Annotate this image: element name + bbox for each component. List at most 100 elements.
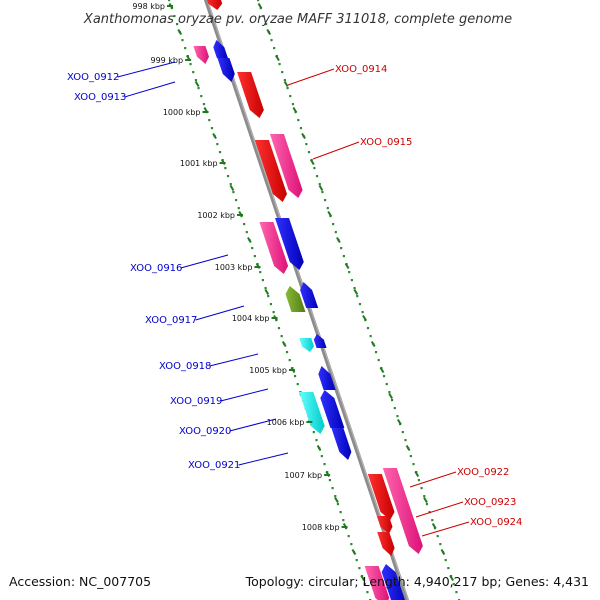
ruler-dot-left — [269, 303, 273, 306]
leader-line-left — [180, 254, 229, 269]
ruler-dot-right — [262, 15, 265, 18]
ruler-dot-right — [431, 519, 434, 522]
ruler-dot-right — [356, 295, 359, 298]
ruler-dot-left — [259, 271, 262, 274]
ruler-dot-right — [315, 175, 319, 178]
ruler-dot-left — [347, 535, 350, 538]
gene-features — [193, 0, 423, 600]
gene-label-left: XOO_0919 — [170, 396, 222, 407]
accession-text: Accession: NC_007705 — [9, 574, 152, 589]
ruler-dot-right — [321, 191, 324, 194]
ruler-tick-right — [388, 392, 394, 400]
ruler-dot-right — [396, 415, 399, 418]
ruler-label: 1006 kbp — [267, 418, 305, 427]
ruler-dot-right — [324, 199, 327, 202]
ruler-tick-right — [414, 470, 420, 478]
ruler-dot-right — [278, 63, 281, 66]
ruler-dot-left — [277, 327, 281, 330]
ruler-dot-right — [452, 583, 455, 586]
ruler-dot-right — [366, 327, 370, 330]
ruler-dot-left — [323, 463, 326, 466]
ruler-dot-left — [197, 87, 200, 90]
ruler-dot-left — [363, 583, 366, 586]
ruler-dot-left — [251, 247, 254, 250]
gene-label-left: XOO_0917 — [145, 315, 197, 326]
leader-line-right — [421, 521, 470, 537]
ruler-label: 1002 kbp — [197, 211, 235, 220]
ruler-dot-right — [286, 87, 289, 90]
ruler-dot-right — [353, 287, 356, 290]
ruler-dot-left — [173, 15, 176, 18]
ruler-tick-right — [405, 444, 411, 452]
gene-arrow-pink-forward — [364, 566, 390, 600]
gene-label-left: XOO_0912 — [67, 72, 119, 83]
ruler-tick-right — [257, 2, 263, 10]
gene-arrow-olive-reverse — [285, 286, 306, 312]
ruler-label: 1007 kbp — [284, 471, 322, 480]
gene-label-right: XOO_0914 — [335, 64, 387, 75]
leader-line-left — [238, 452, 289, 466]
ruler-dot-left — [232, 191, 235, 194]
ruler-tick-left — [212, 132, 217, 140]
ruler-dot-left — [285, 351, 289, 354]
ruler-tick-left — [264, 288, 270, 296]
leader-lines — [117, 61, 470, 537]
leader-line-left — [229, 418, 277, 432]
ruler-dot-left — [280, 335, 283, 338]
ruler-dot-right — [299, 127, 303, 130]
ruler-label: 1008 kbp — [302, 523, 340, 532]
ruler-tick-right — [266, 28, 272, 36]
gene-arrow-blue-reverse — [217, 58, 235, 82]
ruler-tick-right — [397, 418, 402, 426]
leader-line-left — [209, 353, 259, 367]
ruler-dot-right — [412, 463, 415, 466]
gene-arrow-red-forward — [237, 72, 264, 118]
ruler-dot-right — [291, 103, 295, 106]
ruler-tick-left — [351, 548, 357, 556]
ruler-dot-left — [339, 511, 342, 514]
gene-arrow-pink-forward — [259, 222, 289, 274]
ruler-dot-right — [447, 567, 450, 570]
gene-arrow-red-forward — [377, 532, 395, 556]
ruler-dot-right — [270, 39, 273, 42]
ruler-tick-left — [316, 444, 322, 452]
ruler-dot-left — [253, 255, 256, 258]
ruler-tick-right — [318, 184, 324, 192]
leader-line-left — [124, 81, 176, 98]
ruler-dot-left — [216, 143, 219, 146]
ruler-tick-right — [301, 132, 306, 140]
ruler-tick-right — [379, 366, 385, 374]
ruler-tick-right — [309, 158, 315, 166]
ruler-dot-right — [455, 591, 458, 594]
gene-arrow-blue-reverse — [320, 390, 345, 428]
ruler-dot-right — [340, 247, 343, 250]
ruler-dot-left — [261, 279, 264, 282]
ruler-dot-left — [264, 287, 267, 290]
leader-line-right — [409, 471, 457, 488]
ruler-dot-left — [237, 207, 240, 210]
ruler-dot-right — [305, 143, 308, 146]
ruler-dot-left — [288, 359, 291, 362]
ruler-tick-right — [327, 210, 333, 218]
ruler-tick-left — [229, 184, 235, 192]
ruler-dot-left — [226, 175, 230, 178]
gene-label-left: XOO_0920 — [179, 426, 231, 437]
ruler-dot-left — [320, 455, 323, 458]
ruler-label: 1003 kbp — [215, 263, 253, 272]
ruler-dot-left — [218, 151, 222, 154]
ruler-dot-right — [273, 47, 276, 50]
ruler-dot-right — [409, 455, 412, 458]
ruler-dot-right — [391, 399, 394, 402]
ruler-tick-right — [336, 236, 341, 244]
ruler-dot-right — [388, 391, 391, 394]
ruler-dot-right — [332, 223, 335, 226]
ruler-dot-right — [428, 511, 431, 514]
ruler-tick-right — [440, 548, 446, 556]
ruler-label: 1000 kbp — [163, 108, 201, 117]
ruler-tick-right — [353, 288, 359, 296]
ruler-dot-left — [176, 23, 179, 26]
ruler-dot-left — [350, 543, 353, 546]
ruler-dot-right — [393, 407, 396, 410]
ruler-tick-left — [281, 340, 287, 348]
